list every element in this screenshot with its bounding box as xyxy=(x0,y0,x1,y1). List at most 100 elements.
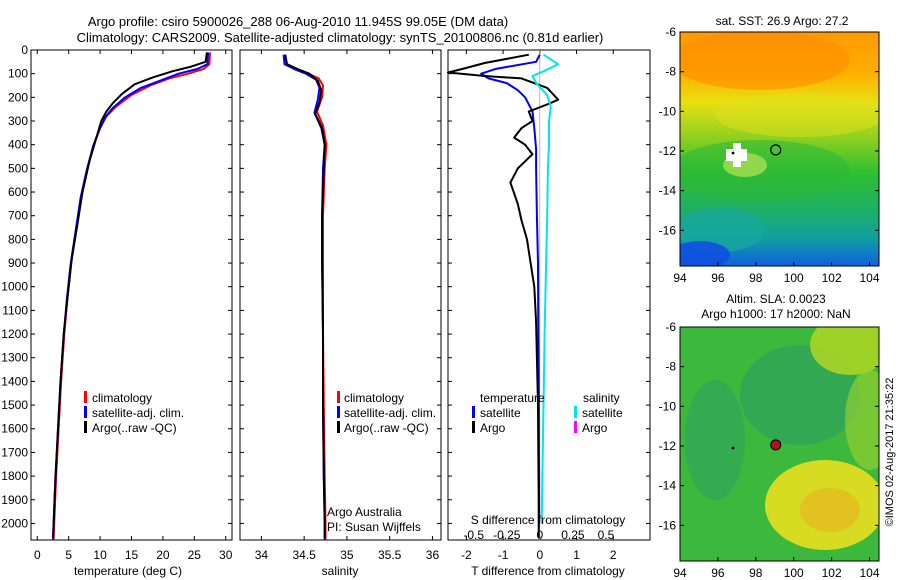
legend-label-s-satellite: satellite xyxy=(582,406,623,420)
depth-tick-label: 900 xyxy=(8,256,28,270)
depth-tick-label: 1700 xyxy=(1,445,28,459)
x-tick-label: 10 xyxy=(93,548,107,562)
x-tick-label: 15 xyxy=(125,548,139,562)
sla-yellow-right xyxy=(845,370,879,470)
map-x-tick-label: 94 xyxy=(673,271,687,285)
temperature-axis-label: temperature (deg C) xyxy=(74,564,182,578)
previous-position-dot xyxy=(731,446,735,450)
legend-swatch-t-argo xyxy=(472,421,475,433)
series-line-temperature-satellite xyxy=(480,54,541,524)
depth-tick-label: 300 xyxy=(8,114,28,128)
argo-position-marker xyxy=(770,439,782,451)
legend-title-salinity: salinity xyxy=(583,391,620,405)
depth-tick-label: 2000 xyxy=(1,516,28,530)
legend-label-t-satellite: satellite xyxy=(480,406,521,420)
map-y-tick-label: -16 xyxy=(659,518,677,532)
temperature-plot-frame xyxy=(30,49,233,541)
x-tick-label: 0 xyxy=(34,548,41,562)
legend-swatch-satellite xyxy=(337,406,340,418)
sst-warm-patch xyxy=(680,32,850,90)
depth-tick-label: 1800 xyxy=(1,469,28,483)
depth-tick-label: 1400 xyxy=(1,374,28,388)
depth-tick-label: 800 xyxy=(8,232,28,246)
difference-legend: temperature satellite Argo salinity sate… xyxy=(472,391,623,435)
x-tick-label: 30 xyxy=(219,548,233,562)
x-tick-label: 35 xyxy=(340,548,354,562)
legend-swatch-satellite xyxy=(84,406,87,418)
map-y-tick-label: -10 xyxy=(659,399,677,413)
x-tick-label: 36 xyxy=(426,548,440,562)
map-y-tick-label: -12 xyxy=(659,144,677,158)
series-line-satellite-adj-clim- xyxy=(282,54,326,540)
map-x-tick-label: 104 xyxy=(860,566,880,580)
difference-plot: -2 -1 0 1 2-0.5 -0.25 0 0.25 0.5 xyxy=(447,49,650,562)
x-tick-label: 1 xyxy=(573,548,580,562)
sst-map-axes: 94 96 98 100 102 104 -6 -8 -10 -12 -14 -16 xyxy=(659,25,880,285)
legend-label-climatology: climatology xyxy=(344,391,404,405)
previous-position-dot xyxy=(731,151,735,155)
t-difference-axis-label: T difference from climatology xyxy=(471,564,625,578)
x-tick-label: -2 xyxy=(461,548,472,562)
map-x-tick-label: 98 xyxy=(749,271,763,285)
map-x-tick-label: 96 xyxy=(711,271,725,285)
x-tick-label: 25 xyxy=(188,548,202,562)
series-line-salinity-satellite xyxy=(531,53,560,524)
map-y-tick-label: -16 xyxy=(659,223,677,237)
x-tick-label: 34.5 xyxy=(292,548,316,562)
salinity-axis-label: salinity xyxy=(322,564,359,578)
depth-tick-label: 600 xyxy=(8,185,28,199)
sla-map-title: Altim. SLA: 0.0023 xyxy=(726,292,826,306)
legend-swatch-climatology xyxy=(84,391,87,403)
legend-swatch-argo xyxy=(337,421,340,433)
depth-tick-label: 500 xyxy=(8,161,28,175)
sst-blue-patch xyxy=(680,241,730,266)
sla-map-frame xyxy=(679,326,880,562)
difference-plot-frame xyxy=(447,49,651,541)
temperature-legend: climatology satellite-adj. clim. Argo(..… xyxy=(84,391,184,435)
series-line-satellite-adj-clim- xyxy=(52,52,210,541)
sst-map-frame xyxy=(679,31,880,267)
depth-tick-label: 700 xyxy=(8,209,28,223)
figure-title-line2: Climatology: CARS2009. Satellite-adjuste… xyxy=(77,30,604,45)
map-x-tick-label: 104 xyxy=(860,271,880,285)
legend-swatch-t-satellite xyxy=(472,406,475,418)
legend-label-argo: Argo(..raw -QC) xyxy=(92,421,177,435)
x-tick-label: 2 xyxy=(610,548,617,562)
s-tick-label: 0.5 xyxy=(598,528,615,542)
x-tick-label: 0 xyxy=(536,548,543,562)
depth-tick-label: 1200 xyxy=(1,327,28,341)
map-x-tick-label: 102 xyxy=(822,271,842,285)
depth-tick-label: 1500 xyxy=(1,398,28,412)
x-tick-label: 35.5 xyxy=(378,548,402,562)
sla-left-patch xyxy=(685,380,745,500)
depth-axis: 0 100 200 300 400 500 600 700 800 900 1000 1100 1200… xyxy=(1,43,35,530)
argo-position-marker xyxy=(770,144,782,156)
depth-tick-label: 1900 xyxy=(1,493,28,507)
x-tick-label: -1 xyxy=(498,548,509,562)
depth-tick-label: 1100 xyxy=(2,303,28,317)
sla-map-image xyxy=(680,327,879,561)
legend-label-climatology: climatology xyxy=(92,391,152,405)
map-x-tick-label: 98 xyxy=(749,566,763,580)
sst-map-image xyxy=(680,32,879,266)
depth-tick-label: 200 xyxy=(8,90,28,104)
annotation-pi: PI: Susan Wijffels xyxy=(327,520,421,534)
legend-swatch-s-satellite xyxy=(574,406,577,418)
series-line-climatology xyxy=(52,52,211,541)
legend-label-satellite: satellite-adj. clim. xyxy=(92,406,184,420)
map-y-tick-label: -8 xyxy=(665,65,676,79)
sla-map-axes: 94 96 98 100 102 104 -6 -8 -10 -12 -14 -16 xyxy=(659,320,880,580)
sst-cloud-mask xyxy=(726,143,747,167)
s-tick-label: -0.5 xyxy=(463,528,484,542)
depth-tick-label: 1300 xyxy=(1,351,28,365)
map-x-tick-label: 94 xyxy=(673,566,687,580)
temperature-plot: 0 5 10 15 20 25 30 xyxy=(34,49,233,562)
series-line-argo-raw-qc- xyxy=(52,52,208,538)
credit-text: ©IMOS 02-Aug-2017 21:35:22 xyxy=(884,378,896,527)
map-y-tick-label: -10 xyxy=(659,104,677,118)
sst-teal-patch xyxy=(680,208,765,252)
sst-map-title: sat. SST: 26.9 Argo: 27.2 xyxy=(716,14,849,28)
sla-map-subtitle: Argo h1000: 17 h2000: NaN xyxy=(701,307,850,321)
depth-tick-label: 0 xyxy=(21,43,28,57)
